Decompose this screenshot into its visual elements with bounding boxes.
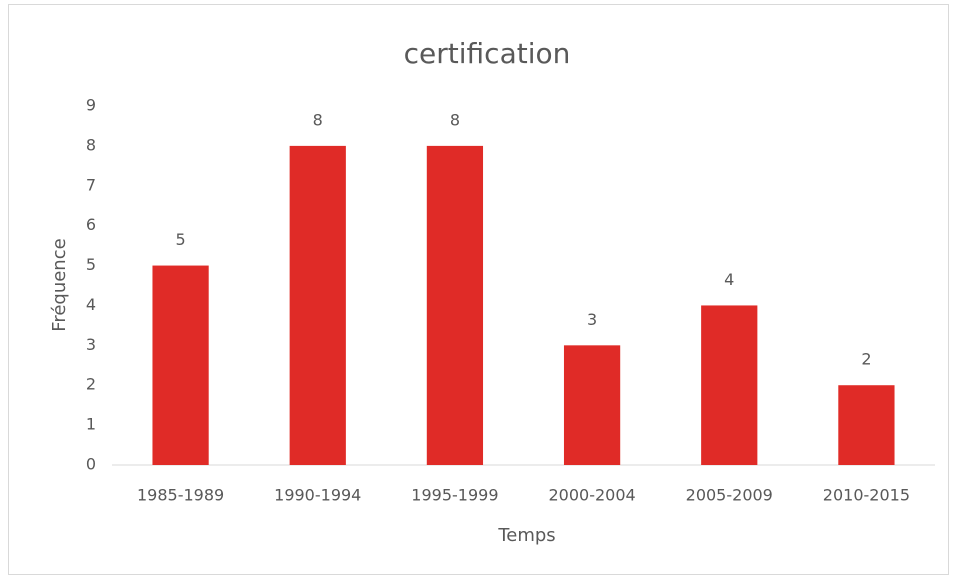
bar [701,305,758,465]
chart-title: certification [404,37,571,70]
x-tick-label: 2005-2009 [686,486,773,505]
x-tick-label: 2010-2015 [823,486,910,505]
y-tick-label: 7 [86,175,96,194]
y-tick-label: 9 [86,96,96,115]
bar [289,145,346,465]
data-label: 5 [175,230,185,249]
bar [838,385,895,465]
x-tick-label: 1985-1989 [137,486,224,505]
data-label: 8 [450,110,460,129]
x-tick-label: 1995-1999 [411,486,498,505]
y-tick-label: 4 [86,295,96,314]
y-tick-label: 2 [86,375,96,394]
data-label: 4 [724,270,734,289]
bar [426,145,484,465]
y-tick-label: 1 [86,415,96,434]
x-tick-label: 1990-1994 [274,486,361,505]
y-tick-label: 0 [86,455,96,474]
data-label: 8 [313,110,323,129]
bar [563,345,621,465]
y-tick-label: 8 [86,135,96,154]
data-label: 3 [587,310,597,329]
y-axis-label: Fréquence [49,238,70,331]
data-label: 2 [861,350,871,369]
y-tick-label: 3 [86,335,96,354]
y-tick-label: 6 [86,215,96,234]
x-tick-label: 2000-2004 [548,486,635,505]
x-axis-label: Temps [497,525,555,546]
bar [152,265,209,465]
y-tick-label: 5 [86,255,96,274]
